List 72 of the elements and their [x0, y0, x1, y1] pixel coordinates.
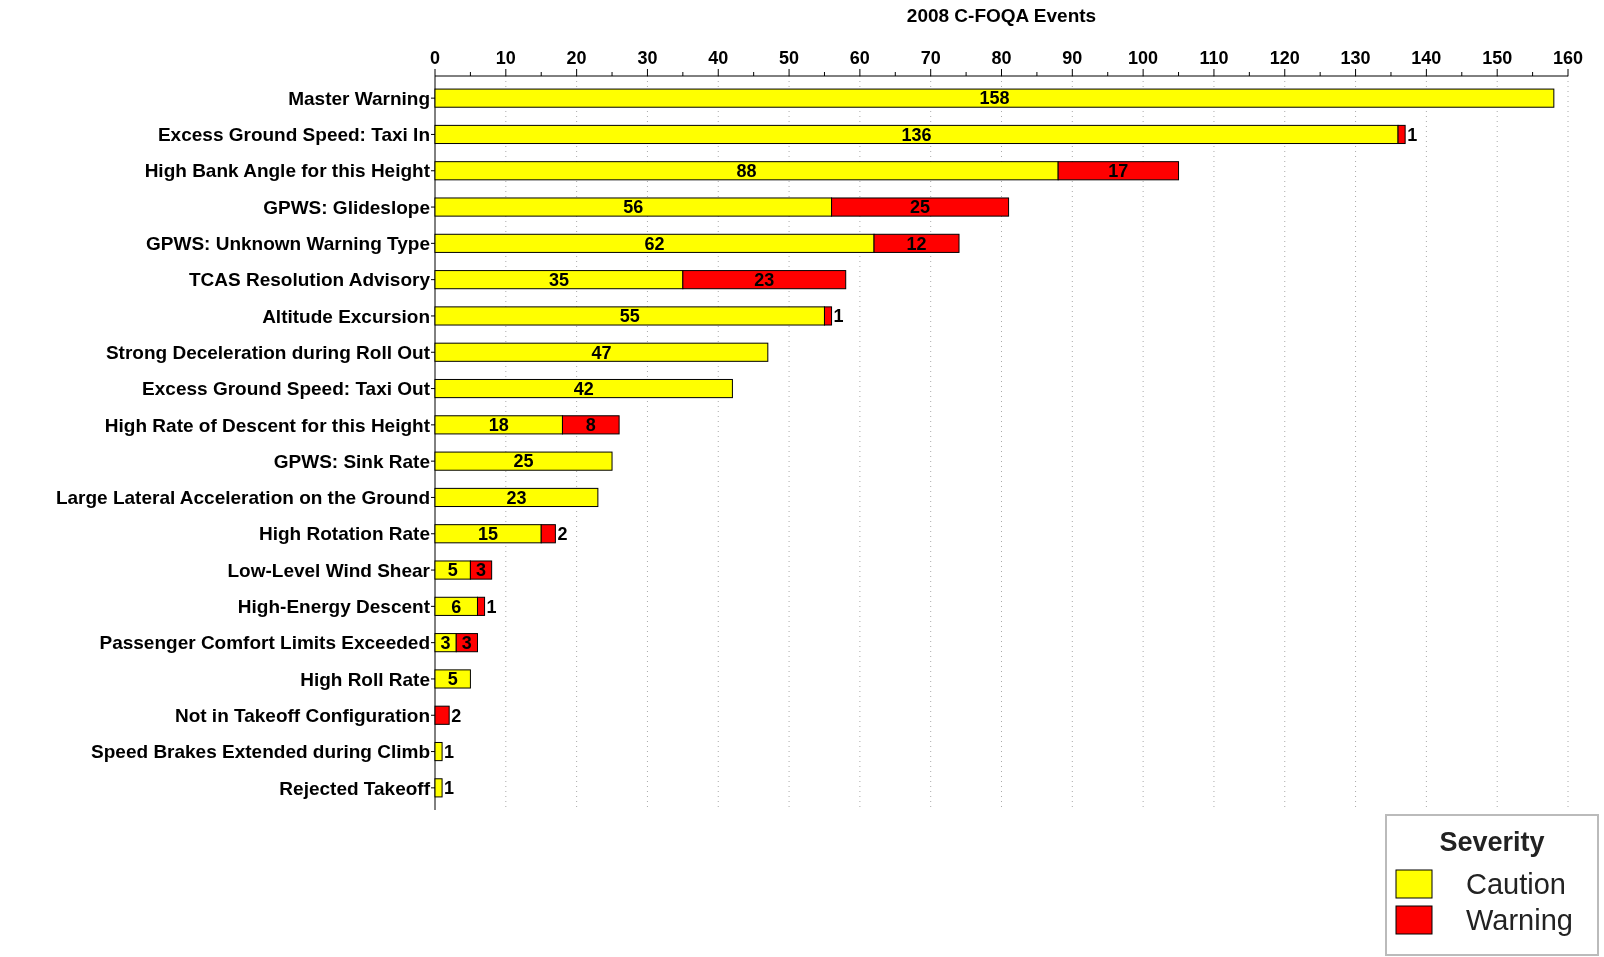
x-tick-label: 50: [779, 48, 800, 68]
y-tick-label: GPWS: Unknown Warning Type: [146, 233, 430, 254]
data-label: 1: [444, 741, 455, 762]
x-tick-label: 100: [1128, 48, 1159, 68]
y-tick-label: GPWS: Glideslope: [263, 196, 430, 218]
y-tick-label: Passenger Comfort Limits Exceeded: [99, 632, 430, 654]
x-tick-label: 130: [1340, 48, 1371, 68]
y-tick-label: High-Energy Descent: [237, 596, 431, 617]
data-label: 12: [906, 233, 927, 254]
y-tick-label: Excess Ground Speed: Taxi In: [157, 124, 430, 146]
data-label: 2: [451, 705, 462, 726]
data-label: 1: [1407, 124, 1418, 145]
data-label: 56: [623, 197, 644, 218]
x-tick-label: 20: [566, 48, 587, 68]
y-tick-label: GPWS: Sink Rate: [273, 450, 430, 472]
data-label: 5: [447, 560, 458, 581]
y-tick-label: High Bank Angle for this Height: [144, 160, 431, 182]
data-label: 6: [451, 596, 462, 617]
data-label: 47: [591, 342, 612, 363]
y-tick-label: Low-Level Wind Shear: [227, 559, 431, 581]
data-label: 23: [506, 487, 527, 508]
y-tick-label: High Roll Rate: [300, 668, 430, 690]
x-tick-label: 0: [429, 48, 441, 68]
data-label: 55: [619, 306, 640, 327]
data-label: 88: [736, 161, 757, 182]
data-label: 3: [476, 560, 487, 581]
data-label: 2: [557, 524, 568, 545]
data-label: 17: [1108, 161, 1129, 182]
x-tick-label: 70: [920, 48, 941, 68]
chart-title: 2008 C-FOQA Events: [906, 5, 1097, 26]
data-label: 8: [585, 415, 596, 436]
data-label: 158: [979, 88, 1010, 109]
y-tick-label: TCAS Resolution Advisory: [188, 269, 431, 291]
y-tick-label: Master Warning: [288, 87, 430, 109]
x-tick-label: 10: [495, 48, 516, 68]
legend-label: Caution: [1466, 868, 1566, 901]
data-label: 1: [833, 306, 844, 327]
y-tick-label: Strong Deceleration during Roll Out: [105, 341, 431, 363]
x-tick-label: 80: [991, 48, 1012, 68]
data-label: 42: [573, 378, 594, 399]
y-tick-label: Speed Brakes Extended during Climb: [91, 741, 430, 763]
data-label: 3: [440, 632, 451, 653]
data-label: 5: [447, 669, 458, 690]
legend-label: Warning: [1466, 904, 1573, 937]
y-tick-label: Large Lateral Acceleration on the Ground: [55, 487, 430, 509]
y-tick-label: Rejected Takeoff: [279, 777, 431, 799]
data-label: 23: [754, 269, 775, 290]
y-tick-label: Altitude Excursion: [262, 305, 430, 327]
data-label: 15: [478, 524, 499, 545]
x-tick-label: 110: [1199, 48, 1229, 68]
data-label: 136: [901, 124, 932, 145]
x-tick-label: 30: [637, 48, 658, 68]
y-tick-label: Excess Ground Speed: Taxi Out: [142, 378, 431, 400]
data-label: 25: [910, 197, 931, 218]
x-tick-label: 160: [1552, 48, 1584, 68]
legend-title: Severity: [1439, 827, 1545, 857]
data-label: 1: [444, 778, 455, 799]
y-tick-label: High Rate of Descent for this Height: [104, 414, 431, 436]
x-tick-label: 150: [1482, 48, 1513, 68]
x-tick-label: 40: [708, 48, 729, 68]
y-tick-label: High Rotation Rate: [259, 523, 430, 545]
x-tick-label: 140: [1411, 48, 1442, 68]
x-tick-label: 120: [1269, 48, 1300, 68]
x-tick-label: 90: [1062, 48, 1083, 68]
data-label: 18: [488, 415, 509, 436]
data-label: 1: [486, 596, 497, 617]
data-label: 25: [513, 451, 534, 472]
data-label: 62: [644, 233, 665, 254]
y-tick-label: Not in Takeoff Configuration: [174, 704, 430, 726]
data-label: 35: [548, 269, 569, 290]
data-label: 3: [461, 632, 472, 653]
x-tick-label: 60: [849, 48, 870, 68]
